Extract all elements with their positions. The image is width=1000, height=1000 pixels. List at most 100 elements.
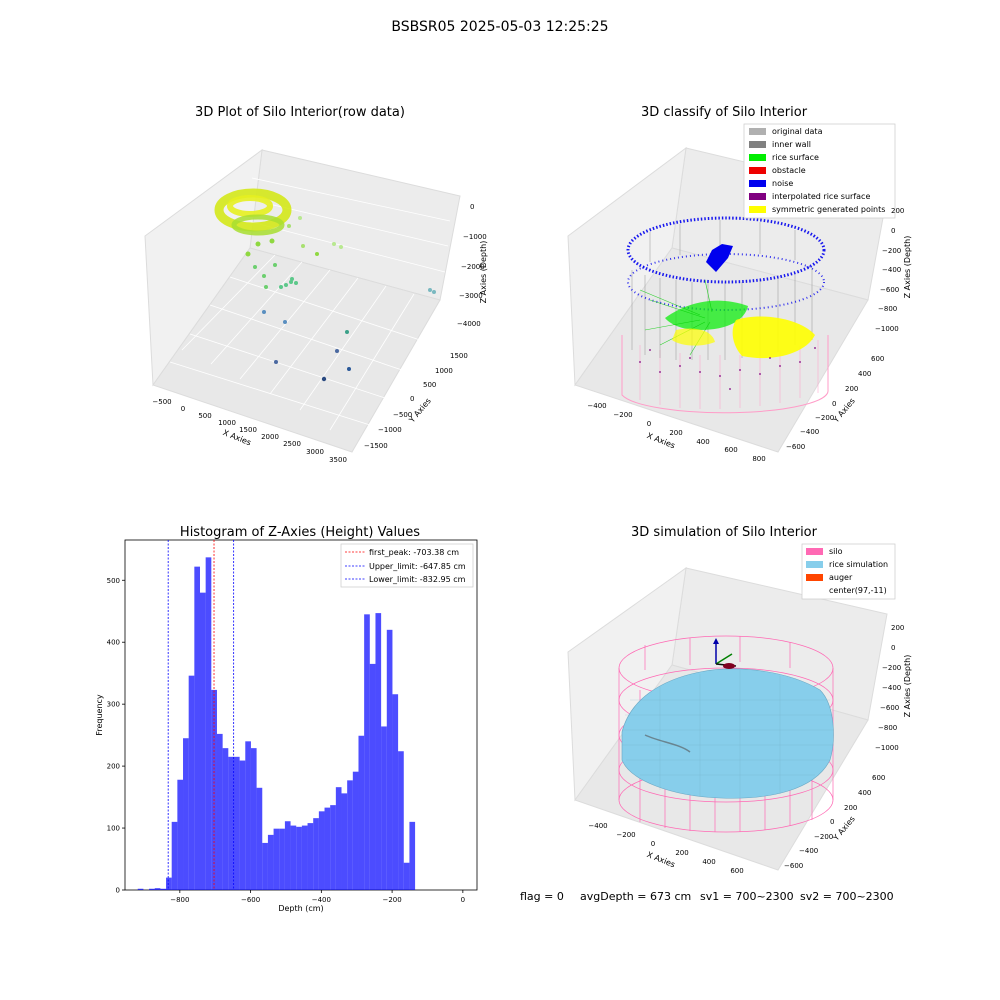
svg-text:−2000: −2000 [461,263,485,271]
svg-text:−400: −400 [588,822,607,830]
classify-y-ticks: 600 400 200 0 −200 −400 −600 [786,355,884,451]
svg-text:−200: −200 [882,664,901,672]
svg-text:−200: −200 [616,831,635,839]
histogram-bar [307,823,314,890]
svg-text:rice simulation: rice simulation [829,560,888,569]
svg-text:1500: 1500 [450,352,468,360]
svg-text:−1000: −1000 [463,233,487,241]
histogram-bar [352,771,359,890]
footer-avg-depth: avgDepth = 673 cm [580,890,691,903]
svg-text:0: 0 [832,400,836,408]
svg-text:−1000: −1000 [378,426,402,434]
svg-text:silo: silo [829,547,843,556]
histogram-bar [301,825,308,890]
svg-text:−200: −200 [815,414,834,422]
svg-text:−1500: −1500 [364,442,388,450]
histogram-bar [177,779,184,890]
histogram-bar [233,756,240,890]
histogram-bar [205,557,212,890]
svg-text:0: 0 [647,420,651,428]
legend-swatch-original [749,128,766,135]
legend-swatch-silo [806,548,823,555]
histogram-xlabel: Depth (cm) [278,904,323,913]
sim-z-ticks: 200 0 −200 −400 −600 −800 −1000 [875,624,904,752]
raw-grid [169,177,451,431]
svg-text:obstacle: obstacle [772,166,806,175]
legend-swatch-rice-surface [749,154,766,161]
svg-text:400: 400 [858,370,871,378]
svg-text:3000: 3000 [306,448,324,456]
svg-text:−400: −400 [799,847,818,855]
figure-title: BSBSR05 2025-05-03 12:25:25 [391,19,608,35]
svg-text:−800: −800 [878,724,897,732]
svg-text:500: 500 [423,381,436,389]
histogram-bar [369,663,376,890]
svg-text:0: 0 [410,395,414,403]
histogram-bar [250,748,257,890]
histogram-bar [256,787,263,890]
histogram-bar [392,694,399,890]
footer-status: flag = 0 avgDepth = 673 cm sv1 = 700~230… [520,890,894,903]
svg-text:−1000: −1000 [875,325,899,333]
sim-surface-fold [644,734,691,753]
histogram-bar [341,793,348,890]
histogram-reference-lines [167,540,235,890]
raw-point-cloud [214,188,436,382]
svg-text:−400: −400 [587,402,606,410]
svg-text:200: 200 [891,624,904,632]
svg-text:0: 0 [651,840,655,848]
svg-text:−200: −200 [882,247,901,255]
classify-x-ticks: −400 −200 0 200 400 600 800 [587,402,765,463]
histogram-x-tick-label: −800 [170,896,189,904]
svg-text:200: 200 [845,385,858,393]
raw-zlabel: Z Axies (Depth) [479,241,488,304]
histogram-bar [375,613,382,890]
panel-classify-3d: 3D classify of Silo Interior [567,105,912,463]
histogram-bar [245,741,251,890]
histogram-bar [318,811,325,890]
svg-text:−200: −200 [814,833,833,841]
histogram-bar [262,842,268,890]
histogram-bar [381,726,387,890]
panel-raw-3d: 3D Plot of Silo Interior(row data) [144,105,488,464]
svg-text:600: 600 [872,774,885,782]
raw-pane-floor [152,247,441,453]
footer-sv2: sv2 = 700~2300 [800,890,894,903]
panel-simulation-3d: 3D simulation of Silo Interior [567,525,912,875]
svg-text:1000: 1000 [218,419,236,427]
svg-text:0: 0 [891,644,895,652]
histogram-bar [149,888,155,890]
histogram-bar [166,877,172,890]
sim-xlabel: X Axies [646,850,677,869]
histogram-x-tick-label: −400 [312,896,331,904]
histogram-bar [228,756,234,890]
legend-swatch-obstacle [749,167,766,174]
svg-text:auger: auger [829,573,853,582]
histogram-y-ticks: 0 100 200 300 400 500 [107,577,125,895]
histogram-x-tick-label: −200 [382,896,401,904]
histogram-bar [154,888,161,890]
svg-text:200: 200 [669,429,682,437]
legend-first-peak: first_peak: -703.38 cm [369,548,459,557]
legend-swatch-auger [806,574,823,581]
histogram-bar [160,888,167,890]
histogram-bar [403,862,410,890]
panel-sim-title: 3D simulation of Silo Interior [631,525,818,540]
legend-swatch-rice-sim [806,561,823,568]
histogram-bar [188,675,195,890]
svg-text:500: 500 [198,412,211,420]
classify-legend: original data inner wall rice surface ob… [743,123,896,219]
panel-histogram: Histogram of Z-Axies (Height) Values −80… [95,525,478,913]
legend-swatch-inner-wall [749,141,766,148]
legend-swatch-noise [749,180,766,187]
svg-text:400: 400 [696,438,709,446]
histogram-y-tick-label: 500 [107,577,120,585]
svg-text:inner wall: inner wall [772,140,811,149]
svg-text:original data: original data [772,127,823,136]
svg-text:600: 600 [871,355,884,363]
histogram-bar [358,735,365,890]
histogram-y-tick-label: 0 [116,887,120,895]
svg-text:noise: noise [772,179,793,188]
histogram-bar [199,592,206,890]
